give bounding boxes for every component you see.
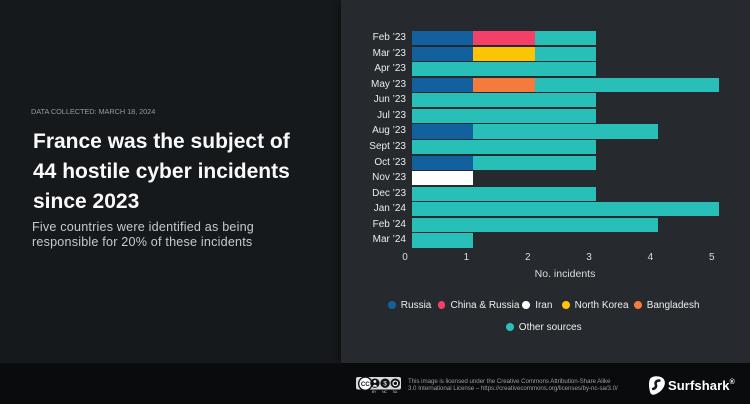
svg-text:$: $ (383, 381, 387, 388)
svg-text:CC: CC (361, 381, 370, 388)
svg-text:NC: NC (382, 390, 387, 393)
svg-text:SA: SA (393, 390, 398, 393)
svg-text:BY: BY (372, 390, 377, 393)
